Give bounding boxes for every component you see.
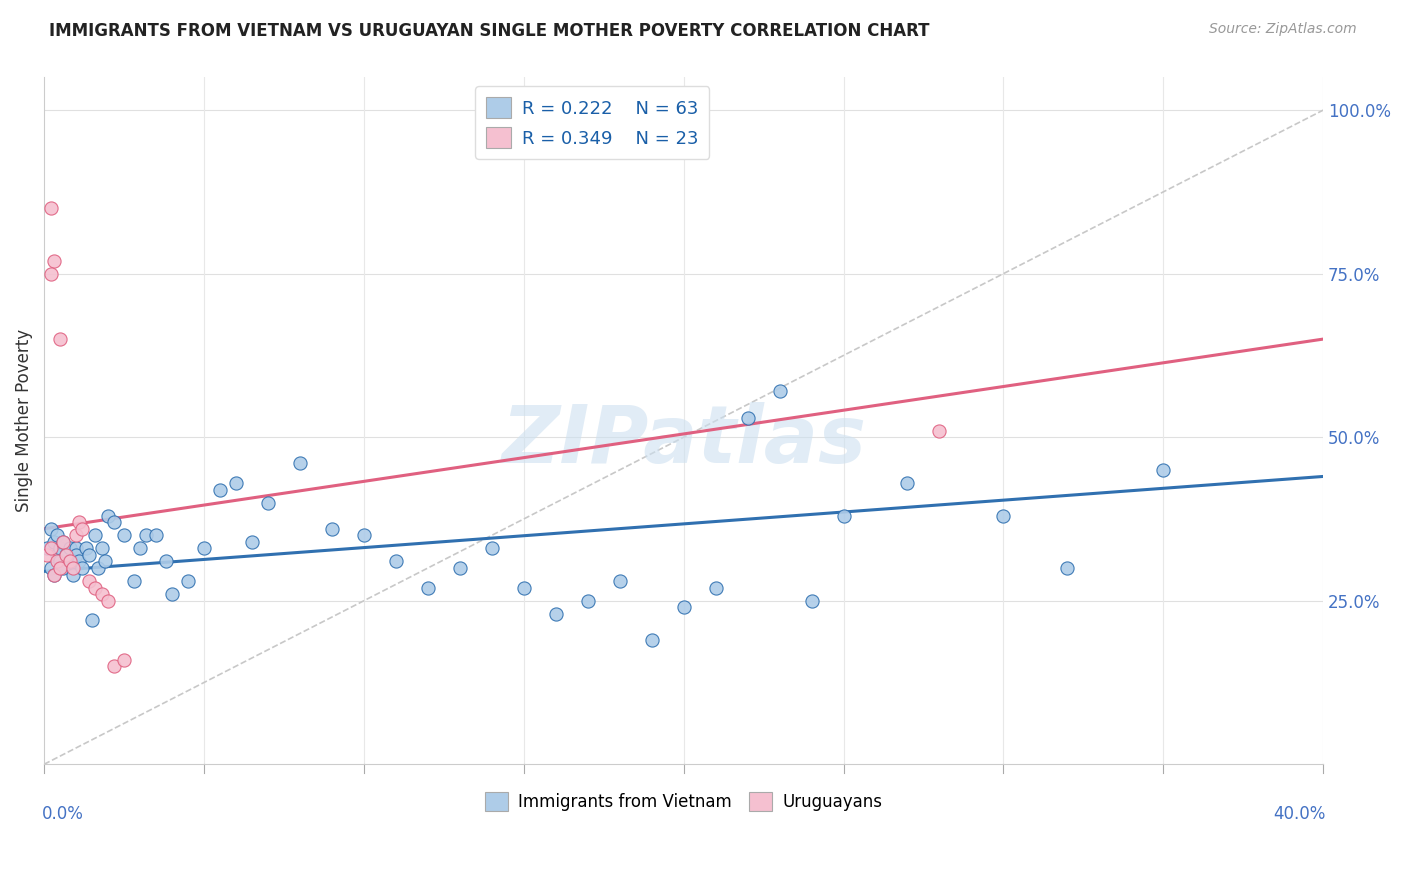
Point <box>77 574 100 588</box>
Point <box>112 528 135 542</box>
Point <box>97 593 120 607</box>
Point <box>90 587 112 601</box>
Point <box>45 548 67 562</box>
Point <box>52 561 75 575</box>
Point <box>77 548 100 562</box>
Point <box>62 567 84 582</box>
Point <box>59 541 82 556</box>
Point <box>49 541 72 556</box>
Point <box>39 561 62 575</box>
Point <box>49 561 72 575</box>
Point <box>94 554 117 568</box>
Point <box>72 522 94 536</box>
Point <box>896 475 918 490</box>
Point <box>193 541 215 556</box>
Point <box>42 253 65 268</box>
Point <box>145 528 167 542</box>
Point <box>129 541 152 556</box>
Text: ZIPatlas: ZIPatlas <box>501 402 866 481</box>
Point <box>481 541 503 556</box>
Point <box>39 267 62 281</box>
Point <box>177 574 200 588</box>
Y-axis label: Single Mother Poverty: Single Mother Poverty <box>15 329 32 512</box>
Point <box>1152 463 1174 477</box>
Point <box>257 495 280 509</box>
Point <box>416 581 439 595</box>
Point <box>672 600 695 615</box>
Point <box>87 561 110 575</box>
Point <box>37 541 59 556</box>
Text: IMMIGRANTS FROM VIETNAM VS URUGUAYAN SINGLE MOTHER POVERTY CORRELATION CHART: IMMIGRANTS FROM VIETNAM VS URUGUAYAN SIN… <box>49 22 929 40</box>
Text: Source: ZipAtlas.com: Source: ZipAtlas.com <box>1209 22 1357 37</box>
Point <box>112 652 135 666</box>
Point <box>67 554 90 568</box>
Point <box>208 483 231 497</box>
Point <box>59 554 82 568</box>
Point <box>97 508 120 523</box>
Point <box>321 522 343 536</box>
Point <box>45 528 67 542</box>
Point <box>832 508 855 523</box>
Point <box>737 410 759 425</box>
Point <box>39 201 62 215</box>
Point <box>1056 561 1078 575</box>
Point <box>704 581 727 595</box>
Point <box>65 528 87 542</box>
Point <box>39 541 62 556</box>
Point <box>42 534 65 549</box>
Text: 0.0%: 0.0% <box>42 805 83 823</box>
Point <box>928 424 950 438</box>
Point <box>49 554 72 568</box>
Point <box>768 384 790 399</box>
Point <box>75 541 97 556</box>
Point <box>449 561 471 575</box>
Point <box>609 574 631 588</box>
Point <box>72 561 94 575</box>
Text: 40.0%: 40.0% <box>1274 805 1326 823</box>
Point <box>42 567 65 582</box>
Point <box>65 541 87 556</box>
Point <box>52 534 75 549</box>
Point <box>544 607 567 621</box>
Point <box>84 528 107 542</box>
Point <box>640 632 662 647</box>
Point <box>80 613 103 627</box>
Point <box>49 332 72 346</box>
Point <box>103 659 125 673</box>
Legend: Immigrants from Vietnam, Uruguayans: Immigrants from Vietnam, Uruguayans <box>478 785 889 818</box>
Point <box>385 554 408 568</box>
Point <box>993 508 1015 523</box>
Point <box>90 541 112 556</box>
Point <box>155 554 177 568</box>
Point <box>39 522 62 536</box>
Point <box>122 574 145 588</box>
Point <box>67 515 90 529</box>
Point <box>84 581 107 595</box>
Point <box>62 561 84 575</box>
Point <box>800 593 823 607</box>
Point <box>353 528 375 542</box>
Point <box>52 534 75 549</box>
Point <box>55 548 77 562</box>
Point <box>42 567 65 582</box>
Point <box>576 593 599 607</box>
Point <box>240 534 263 549</box>
Point <box>225 475 247 490</box>
Point <box>65 548 87 562</box>
Point <box>513 581 536 595</box>
Point <box>160 587 183 601</box>
Point <box>103 515 125 529</box>
Point <box>59 554 82 568</box>
Point <box>135 528 157 542</box>
Point <box>37 548 59 562</box>
Point <box>288 456 311 470</box>
Point <box>55 548 77 562</box>
Point <box>45 554 67 568</box>
